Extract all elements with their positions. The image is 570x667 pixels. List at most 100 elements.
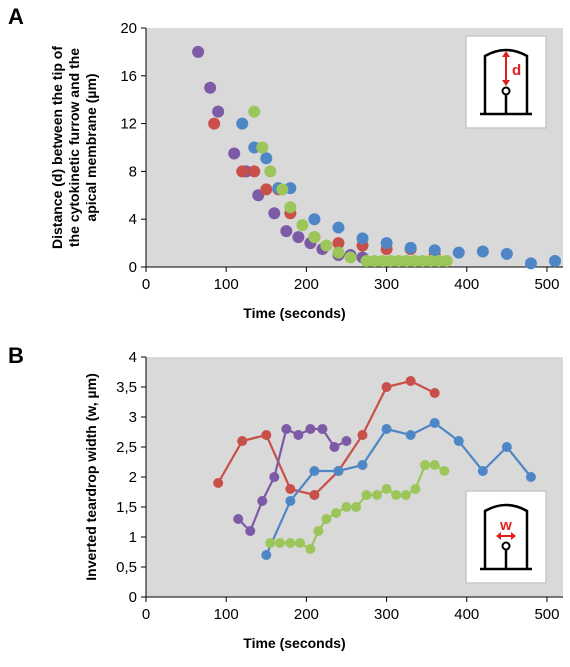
cell-outline-icon: [483, 503, 529, 569]
data-point-green: [429, 460, 440, 470]
data-point-blue: [285, 496, 296, 506]
data-point-green: [344, 251, 357, 264]
y-tick-label: 16: [120, 68, 137, 85]
teardrop-icon: [501, 541, 511, 551]
data-point-blue: [356, 232, 369, 245]
data-point-green: [381, 484, 392, 494]
data-point-green: [321, 514, 332, 524]
data-point-purple: [341, 436, 352, 446]
y-tick-label: 8: [129, 163, 137, 180]
data-point-blue: [548, 255, 561, 268]
data-point-blue: [380, 237, 393, 250]
data-point-blue: [524, 257, 537, 270]
x-tick-label: 300: [374, 276, 399, 293]
data-point-green: [294, 538, 305, 548]
x-axis-label: Time (seconds): [243, 305, 345, 321]
data-point-blue: [501, 442, 512, 452]
arrow-head-icon: [496, 532, 501, 540]
data-point-red: [260, 183, 273, 196]
data-point-blue: [428, 244, 441, 257]
data-point-green: [371, 490, 382, 500]
data-point-purple: [228, 147, 241, 160]
inset-label: d: [512, 62, 521, 79]
inset-label: w: [499, 517, 512, 534]
data-point-green: [313, 526, 324, 536]
panel-b: B 0 100 200 300 400 500 0 0,5 1 1,5 2 2,5 3 3,5 4 Time (…: [8, 343, 563, 651]
data-point-blue: [381, 424, 392, 434]
data-point-purple: [245, 526, 256, 536]
y-tick-label: 4: [129, 211, 137, 228]
data-point-green: [332, 246, 345, 259]
arrow-head-icon: [511, 532, 516, 540]
data-point-blue: [308, 213, 321, 226]
data-point-green: [391, 490, 402, 500]
data-point-purple: [329, 442, 340, 452]
series-line-blue: [265, 421, 532, 556]
data-point-purple: [204, 81, 217, 94]
y-tick-label: 1: [129, 529, 137, 546]
data-point-purple: [268, 207, 281, 220]
data-point-green: [439, 466, 450, 476]
x-tick-label: 500: [534, 606, 559, 623]
data-point-red: [309, 490, 320, 500]
data-point-blue: [453, 436, 464, 446]
arrow-head-icon: [502, 80, 510, 86]
series-line-red: [217, 379, 436, 497]
y-tick-label: 0,5: [116, 559, 137, 576]
data-point-green: [320, 239, 333, 252]
data-point-blue: [236, 117, 249, 130]
data-point-green: [331, 508, 342, 518]
data-point-red: [261, 430, 272, 440]
data-point-green: [248, 105, 261, 118]
data-point-green: [305, 544, 316, 554]
y-tick-label: 1,5: [116, 499, 137, 516]
y-tick-label: 20: [120, 20, 137, 37]
data-point-blue: [309, 466, 320, 476]
data-point-blue: [525, 472, 536, 482]
data-point-red: [332, 237, 345, 250]
data-point-green: [361, 490, 372, 500]
data-point-blue: [357, 460, 368, 470]
panel-a: A 0 100 200 300 400 500 0 4 8 12 16 20 Time (seconds)…: [8, 4, 563, 321]
data-point-blue: [429, 418, 440, 428]
data-point-green: [296, 219, 309, 232]
y-axis-label: Distance (d) between the tip of: [49, 46, 65, 249]
data-point-purple: [233, 514, 244, 524]
x-tick-label: 200: [294, 606, 319, 623]
teardrop-icon: [501, 86, 511, 96]
y-axis-label: apical membrane (µm): [83, 73, 99, 221]
data-point-green: [410, 484, 421, 494]
data-point-green: [351, 502, 362, 512]
data-point-green: [265, 538, 276, 548]
x-tick-label: 400: [454, 606, 479, 623]
y-tick-label: 0: [129, 589, 137, 606]
x-tick-label: 400: [454, 276, 479, 293]
data-point-purple: [281, 424, 292, 434]
y-tick-label: 4: [129, 349, 137, 366]
y-tick-label: 2: [129, 469, 137, 486]
data-point-green: [276, 183, 289, 196]
data-point-purple: [292, 231, 305, 244]
data-point-red: [429, 388, 440, 398]
data-point-green: [420, 460, 431, 470]
data-point-red: [208, 117, 221, 130]
data-point-blue: [477, 466, 488, 476]
data-point-green: [264, 165, 277, 178]
y-tick-label: 3,5: [116, 379, 137, 396]
data-point-green: [400, 490, 411, 500]
x-tick-label: 0: [142, 606, 150, 623]
data-point-red: [237, 436, 248, 446]
data-point-purple: [305, 424, 316, 434]
y-axis-label: Inverted teardrop width (w, µm): [83, 373, 99, 580]
y-tick-label: 0: [129, 259, 137, 276]
cell-outline-icon: [483, 48, 529, 114]
data-point-purple: [212, 105, 225, 118]
x-tick-label: 500: [534, 276, 559, 293]
data-point-green: [274, 538, 285, 548]
data-point-blue: [261, 550, 272, 560]
data-point-red: [405, 376, 416, 386]
data-point-blue: [500, 247, 513, 260]
data-point-purple: [257, 496, 268, 506]
data-point-blue: [476, 245, 489, 258]
